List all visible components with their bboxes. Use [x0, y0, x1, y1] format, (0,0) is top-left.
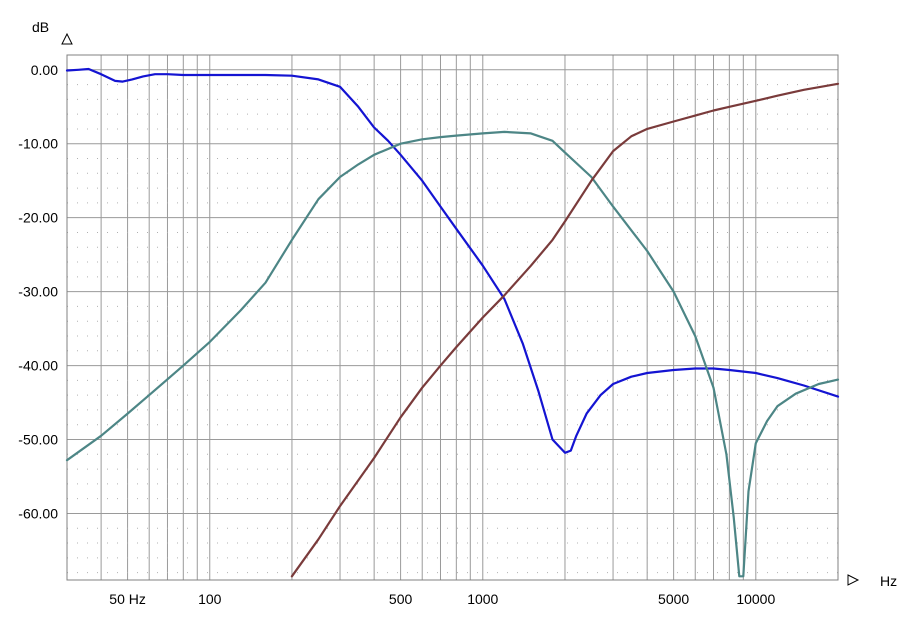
series-layer	[65, 67, 840, 578]
series-line-1	[65, 67, 840, 454]
x-tick-label: 50 Hz	[109, 591, 146, 607]
y-tick-label: -30.00	[18, 284, 58, 300]
y-tick-label: -10.00	[18, 136, 58, 152]
series-line-3	[290, 82, 840, 578]
y-axis-title: dB	[32, 19, 49, 35]
plot-border	[66, 54, 839, 581]
x-tick-label: 5000	[658, 591, 689, 607]
y-tick-label: -20.00	[18, 210, 58, 226]
y-axis-arrow-icon	[61, 32, 73, 45]
y-tick-label: -40.00	[18, 358, 58, 374]
y-tick-label: -50.00	[18, 432, 58, 448]
y-tick-label: 0.00	[31, 62, 58, 78]
tick-label-layer: 0.00 -10.00 -20.00 -30.00 -40.00 -50.00 -60.00…	[18, 62, 775, 607]
grid-layer	[66, 55, 839, 580]
series-line-2	[65, 130, 840, 578]
axes-layer: dB Hz	[32, 19, 897, 589]
y-tick-label: -60.00	[18, 505, 58, 521]
x-tick-label: 100	[198, 591, 222, 607]
x-tick-label: 1000	[467, 591, 498, 607]
x-axis-title: Hz	[880, 573, 897, 589]
x-tick-label: 10000	[736, 591, 775, 607]
x-tick-label: 500	[389, 591, 413, 607]
x-axis-arrow-icon	[847, 574, 860, 586]
